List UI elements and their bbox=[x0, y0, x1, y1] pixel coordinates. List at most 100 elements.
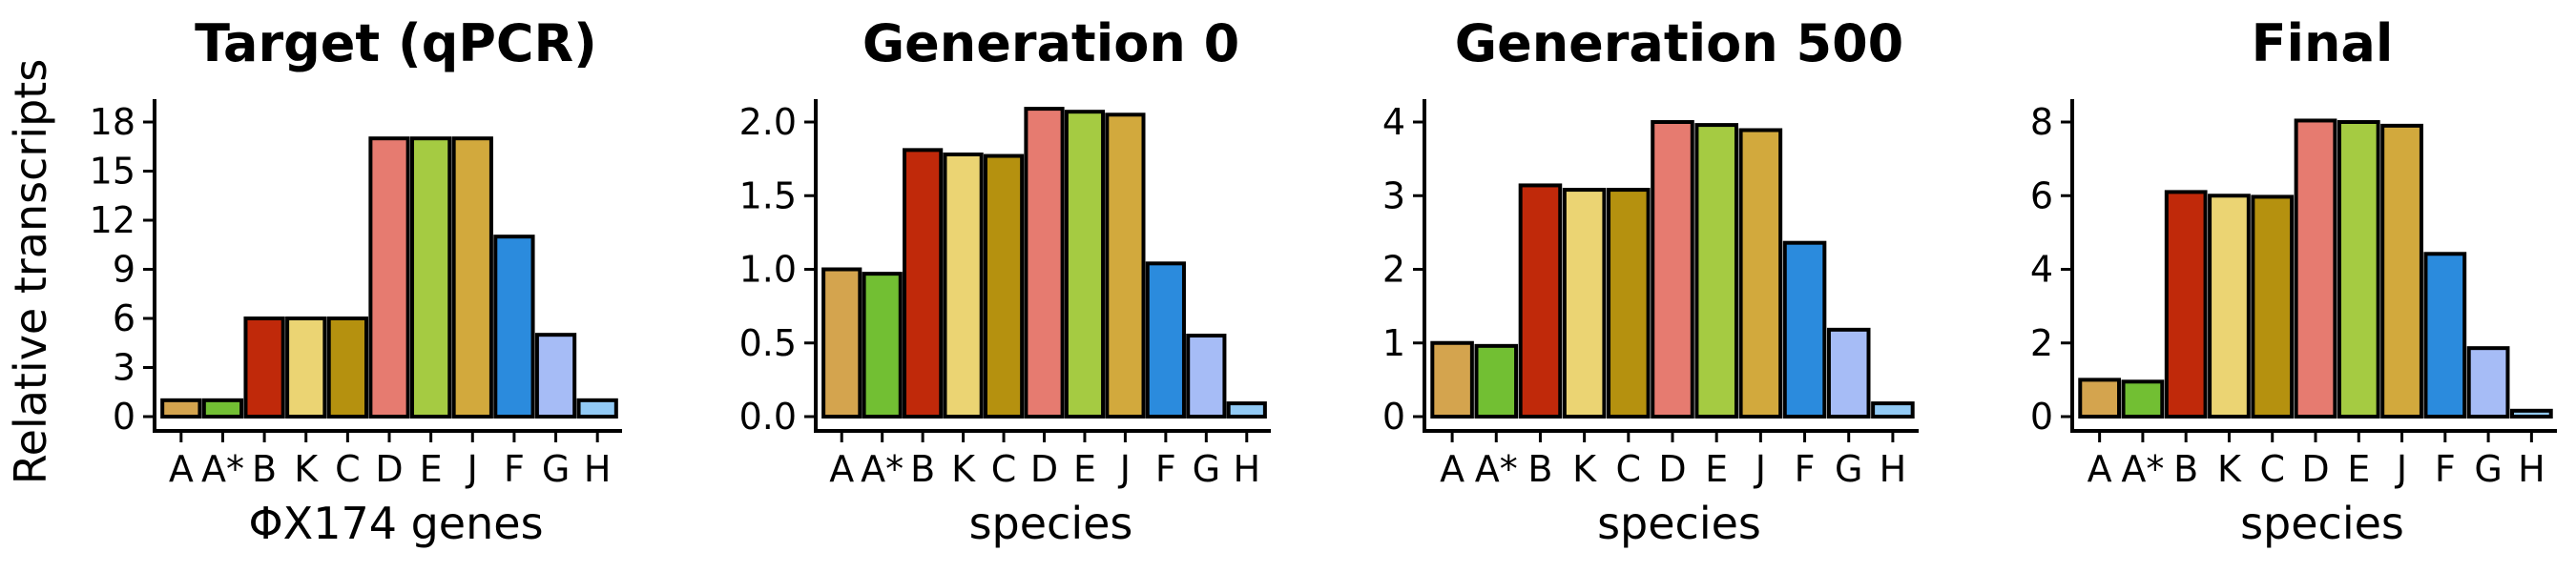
x-tick-label: F bbox=[1155, 448, 1176, 490]
y-tick-label: 6 bbox=[113, 297, 135, 339]
panel-title: Generation 500 bbox=[1455, 13, 1903, 73]
x-tick-label: H bbox=[2518, 448, 2545, 490]
y-tick-label: 0 bbox=[113, 396, 135, 438]
bar-c bbox=[983, 153, 1025, 419]
bar-g bbox=[2466, 346, 2510, 419]
x-tick-label: H bbox=[584, 448, 612, 490]
x-tick-label: J bbox=[1754, 448, 1766, 490]
bar-c bbox=[2251, 194, 2295, 419]
bar-e bbox=[2337, 120, 2380, 419]
y-tick-label: 0 bbox=[2030, 396, 2053, 438]
x-tick-label: E bbox=[420, 448, 443, 490]
bar-a-star bbox=[201, 398, 244, 419]
x-tick-label: J bbox=[1118, 448, 1131, 490]
x-tick-label: J bbox=[2395, 448, 2407, 490]
x-tick-label: K bbox=[294, 448, 319, 490]
x-tick-label: D bbox=[2301, 448, 2329, 490]
x-axis-label: species bbox=[2240, 498, 2404, 549]
bar-a bbox=[2078, 378, 2122, 419]
bar-j bbox=[1738, 128, 1783, 419]
y-tick-label: 6 bbox=[2030, 174, 2053, 216]
bar-a bbox=[821, 267, 862, 419]
y-tick-label: 4 bbox=[2030, 249, 2053, 291]
bar-b bbox=[1518, 183, 1563, 419]
bar-h bbox=[1226, 401, 1267, 419]
bar-j bbox=[1105, 112, 1146, 419]
x-tick-label: K bbox=[1572, 448, 1597, 490]
x-tick-label: J bbox=[466, 448, 478, 490]
x-axis-label: ΦX174 genes bbox=[248, 498, 543, 549]
bar-j bbox=[451, 136, 493, 419]
x-tick-label: A bbox=[169, 448, 194, 490]
bar-k bbox=[285, 317, 327, 419]
bar-j bbox=[2380, 123, 2423, 419]
bar-f bbox=[2423, 252, 2467, 419]
y-tick-label: 1.0 bbox=[739, 249, 797, 291]
x-tick-label: G bbox=[2474, 448, 2502, 490]
bar-c bbox=[326, 317, 368, 419]
bar-a-star bbox=[1474, 343, 1519, 419]
x-tick-label: A bbox=[2088, 448, 2112, 490]
y-tick-label: 2 bbox=[2030, 322, 2053, 364]
bar-g bbox=[1826, 327, 1871, 419]
y-tick-label: 1 bbox=[1382, 322, 1405, 364]
x-tick-label: E bbox=[2347, 448, 2370, 490]
x-tick-label: K bbox=[2217, 448, 2242, 490]
x-tick-label: A* bbox=[2121, 448, 2164, 490]
bar-f bbox=[1782, 240, 1827, 419]
x-tick-label: C bbox=[335, 448, 361, 490]
chart-panels: Target (qPCR)A A* B K C D E J F G H0369121518ΦX174… bbox=[90, 13, 2557, 549]
bar-d bbox=[1651, 120, 1694, 419]
bar-e bbox=[1694, 123, 1738, 419]
x-tick-label: B bbox=[252, 448, 277, 490]
y-tick-label: 0 bbox=[1382, 396, 1405, 438]
x-tick-label: H bbox=[1880, 448, 1907, 490]
y-tick-label: 9 bbox=[113, 249, 135, 291]
bar-f bbox=[1145, 261, 1186, 419]
x-axis-label: species bbox=[1597, 498, 1761, 549]
bar-b bbox=[243, 317, 285, 419]
x-tick-label: D bbox=[1030, 448, 1058, 490]
chart-panel-1: Target (qPCR) A A* B K C D E J F G H 0 3 6 9 12 15 18 ΦX174… bbox=[90, 13, 622, 549]
y-tick-label: 12 bbox=[90, 199, 135, 241]
x-tick-label: F bbox=[2435, 448, 2456, 490]
y-tick-label: 1.5 bbox=[739, 174, 797, 216]
x-tick-label: C bbox=[2259, 448, 2285, 490]
x-tick-label: H bbox=[1233, 448, 1260, 490]
y-axis-label: Relative transcripts bbox=[5, 59, 56, 485]
x-tick-label: A bbox=[1440, 448, 1465, 490]
bar-f bbox=[493, 235, 535, 419]
x-tick-label: K bbox=[951, 448, 976, 490]
x-tick-label: G bbox=[1193, 448, 1220, 490]
y-tick-label: 2 bbox=[1382, 249, 1405, 291]
bar-c bbox=[1607, 188, 1651, 419]
x-tick-label: E bbox=[1073, 448, 1096, 490]
y-tick-label: 15 bbox=[90, 151, 135, 193]
bar-h bbox=[576, 398, 618, 419]
bar-a-star bbox=[2121, 379, 2165, 419]
panel-title: Final bbox=[2252, 13, 2394, 73]
x-tick-label: G bbox=[1835, 448, 1862, 490]
bar-d bbox=[1024, 107, 1065, 419]
bar-k bbox=[1562, 188, 1607, 419]
x-tick-label: B bbox=[2173, 448, 2198, 490]
y-tick-label: 2.0 bbox=[739, 101, 797, 143]
y-tick-label: 4 bbox=[1382, 101, 1405, 143]
bar-k bbox=[2208, 194, 2251, 419]
chart-panel-3: Generation 500 A A* B K C D E J F G H 0 1 2 3 4 species bbox=[1382, 13, 1919, 549]
bar-d bbox=[2294, 118, 2337, 419]
x-tick-label: D bbox=[375, 448, 403, 490]
x-tick-label: A bbox=[829, 448, 854, 490]
x-tick-label: F bbox=[504, 448, 525, 490]
x-tick-label: E bbox=[1705, 448, 1728, 490]
bar-e bbox=[410, 136, 452, 419]
bar-h bbox=[2509, 408, 2553, 419]
x-tick-label: D bbox=[1658, 448, 1686, 490]
y-tick-label: 3 bbox=[113, 347, 135, 389]
bar-g bbox=[534, 333, 577, 419]
x-tick-label: A* bbox=[1475, 448, 1518, 490]
bar-a bbox=[1430, 340, 1474, 419]
bar-d bbox=[368, 136, 410, 419]
chart-panel-2: Generation 0 A A* B K C D E J F G H 0.0 0.5 1.0 1.5 2.0 s… bbox=[739, 13, 1271, 549]
bar-b bbox=[2164, 190, 2208, 419]
